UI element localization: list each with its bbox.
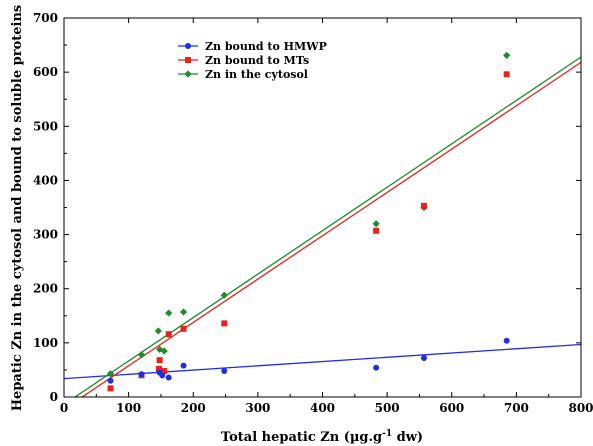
legend-marker — [185, 43, 191, 49]
data-point — [503, 337, 510, 344]
legend-marker — [184, 70, 192, 78]
data-point — [373, 364, 380, 371]
y-axis-label: Hepatic Zn in the cytosol and bound to s… — [10, 5, 25, 411]
data-point — [165, 374, 172, 381]
y-axis-ticks: 0 100 200 300 400 500 600 700 — [33, 11, 581, 404]
x-tick-label: 400 — [310, 401, 335, 415]
data-point — [420, 202, 427, 209]
data-point — [373, 227, 380, 234]
data-point — [372, 220, 380, 228]
x-tick-label: 500 — [375, 401, 400, 415]
y-tick-label: 100 — [33, 336, 58, 350]
fit-line — [81, 61, 581, 397]
data-point — [156, 345, 164, 353]
y-tick-label: 400 — [33, 173, 58, 187]
y-tick-label: 500 — [33, 119, 58, 133]
x-axis-label: Total hepatic Zn (µg.g-1 dw) — [221, 429, 423, 445]
data-point — [503, 71, 510, 78]
legend-label: Zn in the cytosol — [205, 68, 308, 81]
data-point — [221, 320, 228, 327]
data-point — [155, 365, 162, 372]
legend-marker — [185, 57, 191, 63]
data-point — [160, 347, 168, 355]
legend-label: Zn bound to HMWP — [205, 40, 327, 53]
data-point — [107, 377, 114, 384]
data-point — [165, 331, 172, 338]
x-tick-label: 800 — [568, 401, 593, 415]
data-point — [106, 370, 115, 378]
data-point — [179, 308, 188, 316]
data-point — [220, 291, 228, 299]
x-tick-label: 700 — [504, 401, 529, 415]
data-point — [138, 371, 145, 378]
x-axis-ticks: 0 100 200 300 400 500 600 700 800 — [60, 18, 593, 415]
data-point — [154, 327, 162, 335]
data-point — [180, 325, 187, 332]
data-point — [420, 355, 427, 362]
y-tick-label: 200 — [33, 282, 58, 296]
data-point — [503, 51, 511, 59]
regression-lines — [64, 56, 581, 397]
data-point — [137, 351, 146, 359]
data-point — [180, 362, 187, 369]
data-point — [221, 368, 228, 375]
data-points — [106, 51, 511, 392]
plot-frame — [63, 17, 582, 398]
x-tick-label: 200 — [181, 401, 206, 415]
fit-line — [74, 56, 581, 397]
legend-label: Zn bound to MTs — [205, 54, 309, 67]
data-point — [165, 309, 173, 317]
data-point — [107, 385, 114, 392]
x-tick-label: 0 — [60, 401, 68, 415]
y-tick-label: 0 — [50, 390, 58, 404]
x-tick-label: 600 — [439, 401, 464, 415]
data-point — [161, 368, 168, 375]
y-tick-label: 700 — [33, 11, 58, 25]
fit-line — [64, 343, 581, 380]
x-tick-label: 300 — [245, 401, 270, 415]
y-tick-label: 600 — [33, 65, 58, 79]
data-point — [156, 357, 163, 364]
y-tick-label: 300 — [33, 228, 58, 242]
data-point — [159, 372, 166, 379]
x-tick-label: 100 — [116, 401, 141, 415]
